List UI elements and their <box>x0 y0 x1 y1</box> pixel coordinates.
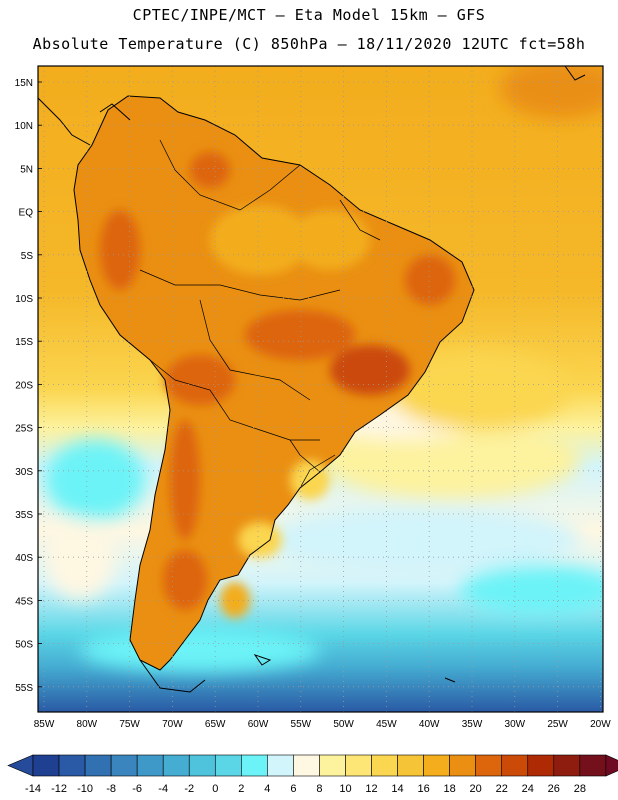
colorbar-label: 0 <box>212 783 218 795</box>
colorbar-swatch <box>371 754 398 777</box>
latitude-label: 25S <box>15 424 33 435</box>
colorbar-label: -14 <box>25 783 41 795</box>
colorbar-label: 14 <box>391 783 403 795</box>
longitude-label: 80W <box>77 719 98 730</box>
colorbar-label: 2 <box>238 783 244 795</box>
latitude-label: 45S <box>15 596 33 607</box>
colorbar-over-arrow <box>605 754 618 777</box>
longitude-label: 25W <box>547 719 568 730</box>
map-title-line-1: CPTEC/INPE/MCT – Eta Model 15km – GFS <box>132 6 486 24</box>
latitude-label: 20S <box>15 380 33 391</box>
longitude-label: 75W <box>119 719 140 730</box>
longitude-label: 30W <box>505 719 526 730</box>
colorbar-label: 22 <box>496 783 508 795</box>
colorbar-swatch <box>345 754 372 777</box>
colorbar-label: 24 <box>522 783 534 795</box>
colorbar-under-arrow <box>7 754 34 777</box>
colorbar-swatch <box>553 754 581 777</box>
latitude-label: 5N <box>20 164 33 175</box>
colorbar-label: -6 <box>132 783 142 795</box>
colorbar-swatch <box>241 754 268 777</box>
latitude-label: 5S <box>21 251 34 262</box>
latitude-label: 55S <box>15 683 33 694</box>
latitude-labels: 15N 10N 5N EQ 5S 10S 15S 20S 25S 30S 35S 40S 45S 50S 5… <box>15 78 34 694</box>
colorbar-swatch <box>188 754 216 777</box>
latitude-label: 10N <box>15 121 33 132</box>
longitude-label: 35W <box>462 719 483 730</box>
colorbar-swatch <box>475 754 503 777</box>
colorbar-swatch <box>293 754 320 777</box>
colorbar-swatch <box>527 754 555 777</box>
colorbar-swatch <box>58 754 86 777</box>
colorbar-label: -12 <box>51 783 67 795</box>
latitude-label: 15N <box>15 78 33 89</box>
colorbar-label: 4 <box>264 783 270 795</box>
longitude-label: 70W <box>162 719 183 730</box>
colorbar-swatch <box>84 754 112 777</box>
latitude-label: 30S <box>15 467 33 478</box>
colorbar-swatch <box>319 754 346 777</box>
longitude-label: 55W <box>291 719 312 730</box>
colorbar-label: 26 <box>548 783 560 795</box>
colorbar-swatch <box>214 754 242 777</box>
longitude-label: 65W <box>205 719 226 730</box>
colorbar-swatch <box>579 754 607 777</box>
colorbar-label: 16 <box>417 783 429 795</box>
temperature-field <box>38 66 603 712</box>
colorbar-label: -10 <box>77 783 93 795</box>
colorbar-swatch <box>32 754 60 777</box>
longitude-label: 40W <box>419 719 440 730</box>
colorbar-swatch <box>110 754 138 777</box>
colorbar-label: 20 <box>470 783 482 795</box>
latitude-label: 15S <box>15 337 33 348</box>
colorbar-swatch <box>136 754 164 777</box>
latitude-label: 50S <box>15 640 33 651</box>
coastlines <box>38 66 586 693</box>
colorbar-label: 6 <box>290 783 296 795</box>
latitude-label: 35S <box>15 510 33 521</box>
colorbar-swatch <box>397 754 424 777</box>
longitude-label: 85W <box>34 719 55 730</box>
map-title-line-2: Absolute Temperature (C) 850hPa – 18/11/… <box>32 35 586 53</box>
lat-lon-grid <box>38 66 603 712</box>
colorbar-label: 10 <box>339 783 351 795</box>
longitude-labels: 85W 80W 75W 70W 65W 60W 55W 50W 45W 40W 35W 30W 25W 2… <box>34 719 612 730</box>
longitude-label: 50W <box>333 719 354 730</box>
longitude-label: 45W <box>376 719 397 730</box>
colorbar-label: 8 <box>316 783 322 795</box>
colorbar-label: 28 <box>574 783 586 795</box>
map-frame <box>37 65 604 713</box>
country-borders <box>139 139 381 489</box>
colorbar-label: -4 <box>158 783 168 795</box>
colorbar-swatch <box>501 754 529 777</box>
color-legend: -14 -12 -10 -8 -6 -4 -2 0 2 4 6 8 10 12 14 16 18 20 22 24 26… <box>7 754 618 795</box>
colorbar-swatch <box>162 754 190 777</box>
latitude-label: 10S <box>15 294 33 305</box>
latitude-label: 40S <box>15 553 33 564</box>
colorbar-label: 12 <box>365 783 377 795</box>
colorbar-label: -2 <box>184 783 194 795</box>
longitude-label: 20W <box>590 719 611 730</box>
longitude-label: 60W <box>248 719 269 730</box>
colorbar-swatch <box>423 754 450 777</box>
latitude-label: EQ <box>19 208 34 219</box>
colorbar-swatch <box>449 754 476 777</box>
colorbar-swatch <box>267 754 294 777</box>
colorbar-label: 18 <box>444 783 456 795</box>
colorbar-label: -8 <box>106 783 116 795</box>
